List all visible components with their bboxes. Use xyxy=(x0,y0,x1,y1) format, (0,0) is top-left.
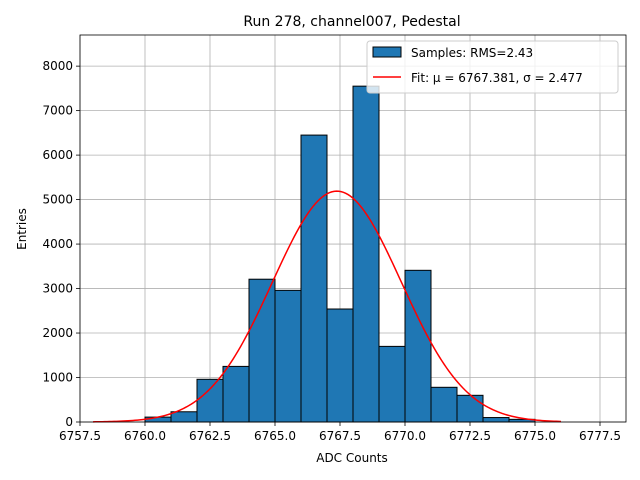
histogram-bar xyxy=(248,278,276,423)
x-tick-label: 6775.0 xyxy=(514,429,556,443)
histogram-bar xyxy=(196,378,224,423)
histogram-bar xyxy=(378,345,406,423)
histogram-bar xyxy=(456,394,484,423)
legend: Samples: RMS=2.43 Fit: μ = 6767.381, σ =… xyxy=(366,40,619,94)
histogram-bar xyxy=(430,386,458,423)
histogram-bars xyxy=(144,85,536,423)
x-tick-label: 6765.0 xyxy=(254,429,296,443)
legend-samples-label: Samples: RMS=2.43 xyxy=(411,46,533,60)
histogram-bar xyxy=(300,134,328,423)
x-tick-label: 6757.5 xyxy=(59,429,101,443)
x-tick-label: 6762.5 xyxy=(189,429,231,443)
y-tick-label: 5000 xyxy=(42,193,73,207)
y-tick-label: 2000 xyxy=(42,326,73,340)
x-tick-label: 6777.5 xyxy=(579,429,621,443)
fit-curve xyxy=(92,190,562,423)
histogram-bar xyxy=(222,365,250,423)
histogram-bar xyxy=(352,85,380,423)
y-tick-label: 6000 xyxy=(42,148,73,162)
x-axis-label: ADC Counts xyxy=(316,451,388,465)
y-tick-label: 1000 xyxy=(42,371,73,385)
y-tick-label: 3000 xyxy=(42,282,73,296)
y-tick-label: 4000 xyxy=(42,237,73,251)
histogram-bar xyxy=(274,289,302,423)
x-axis-ticks: 6757.5 6760.0 6762.5 6765.0 6767.5 6770.0 6772… xyxy=(59,422,621,443)
chart-title: Run 278, channel007, Pedestal xyxy=(243,14,460,30)
y-axis-ticks: 0 1000 2000 3000 4000 5000 6000 7000 8000 xyxy=(42,59,80,429)
y-tick-label: 8000 xyxy=(42,59,73,73)
y-tick-label: 7000 xyxy=(42,104,73,118)
histogram-bar xyxy=(404,269,432,423)
x-tick-label: 6767.5 xyxy=(319,429,361,443)
legend-box xyxy=(366,40,619,94)
histogram-bar xyxy=(170,411,198,423)
legend-samples-swatch xyxy=(372,46,402,58)
y-axis-label: Entries xyxy=(15,208,29,250)
x-tick-label: 6770.0 xyxy=(384,429,426,443)
plot-frame xyxy=(79,34,627,423)
y-tick-label: 0 xyxy=(65,415,73,429)
legend-fit-label: Fit: μ = 6767.381, σ = 2.477 xyxy=(411,71,583,85)
x-tick-label: 6772.5 xyxy=(449,429,491,443)
histogram-bar xyxy=(326,308,354,423)
x-tick-label: 6760.0 xyxy=(124,429,166,443)
histogram-bar xyxy=(482,417,510,423)
